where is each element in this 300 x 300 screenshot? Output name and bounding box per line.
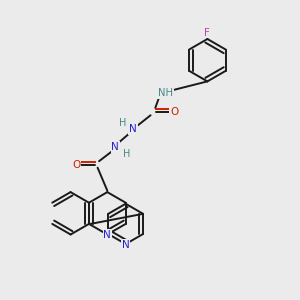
Text: N: N <box>129 124 137 134</box>
Text: N: N <box>122 240 130 250</box>
Text: H: H <box>123 148 131 158</box>
Text: N: N <box>111 142 119 152</box>
Text: O: O <box>170 107 178 117</box>
Text: O: O <box>72 160 80 170</box>
Text: N: N <box>103 230 111 240</box>
Text: F: F <box>205 28 210 38</box>
Text: H: H <box>119 118 126 128</box>
Text: NH: NH <box>158 88 173 98</box>
